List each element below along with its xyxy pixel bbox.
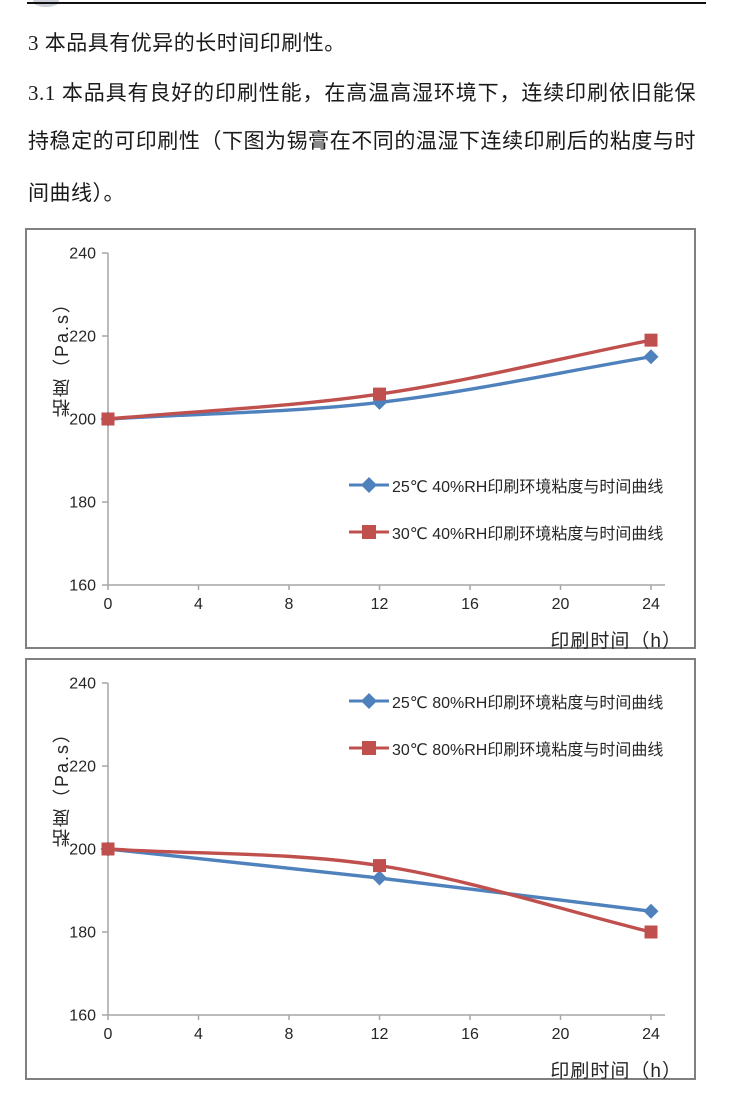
y-tick-label: 240: [69, 246, 96, 263]
x-tick-label: 20: [552, 596, 570, 613]
y-tick-label: 180: [69, 495, 96, 512]
x-tick-label: 20: [552, 1026, 570, 1043]
x-tick-label: 12: [371, 596, 389, 613]
chart-80rh-frame: 160 180 200 220 240 0 4 8 12 16 20 24 粘度（Pa.s） 印刷时间…: [25, 658, 696, 1082]
chart-80rh-y-axis-title: 粘度（Pa.s）: [52, 722, 72, 848]
x-tick-label: 8: [285, 1026, 294, 1043]
paragraph-section-3-1-line-3: 间曲线）。: [28, 181, 125, 205]
y-tick-label: 200: [69, 412, 96, 429]
square-marker-icon: [362, 741, 376, 755]
legend-item-30c-80rh: 30℃ 80%RH印刷环境粘度与时间曲线: [348, 737, 663, 759]
y-tick-label: 160: [69, 578, 96, 595]
x-tick-label: 12: [371, 1026, 389, 1043]
paragraph-section-3: 3 本品具有优异的长时间印刷性。: [28, 31, 346, 55]
legend-item-30c-40rh: 30℃ 40%RH印刷环境粘度与时间曲线: [348, 521, 663, 543]
chart-80rh-canvas: 160 180 200 220 240 0 4 8 12 16 20 24: [69, 676, 665, 1043]
chart-80rh-x-axis-title: 印刷时间（h）: [550, 1061, 682, 1082]
paragraph-section-3-1-line-2: 持稳定的可印刷性（下图为锡膏在不同的温湿下连续印刷后的粘度与时: [28, 129, 696, 153]
legend-label-30c-40rh: 30℃ 40%RH印刷环境粘度与时间曲线: [392, 526, 664, 543]
diamond-marker-icon: [361, 693, 377, 709]
chart-40rh-frame: 160 180 200 220 240 0 4 8 12 16 20 24 粘度（Pa.s） 印刷时间…: [25, 228, 696, 652]
square-marker-icon: [373, 387, 386, 401]
legend-key-25c-80rh: [349, 693, 389, 709]
x-tick-label: 24: [642, 596, 660, 613]
y-tick-label: 220: [69, 329, 96, 346]
chart-40rh-y-axis-title: 粘度（Pa.s）: [52, 292, 72, 418]
diamond-marker-icon: [643, 903, 659, 919]
chart-40rh-canvas: 160 180 200 220 240 0 4 8 12 16 20 24: [69, 246, 665, 613]
x-tick-label: 4: [194, 1026, 203, 1043]
x-tick-label: 4: [194, 596, 203, 613]
square-marker-icon: [644, 333, 658, 347]
y-tick-label: 220: [69, 759, 96, 776]
square-marker-icon: [373, 859, 386, 873]
x-tick-label: 0: [104, 1026, 113, 1043]
y-tick-label: 240: [69, 676, 96, 693]
diamond-marker-icon: [361, 477, 377, 493]
legend-item-25c-80rh: 25℃ 80%RH印刷环境粘度与时间曲线: [348, 690, 663, 712]
square-marker-icon: [644, 925, 658, 939]
y-tick-label: 180: [69, 925, 96, 942]
square-marker-icon: [101, 412, 115, 426]
legend-label-30c-80rh: 30℃ 80%RH印刷环境粘度与时间曲线: [392, 742, 664, 759]
x-tick-label: 24: [642, 1026, 660, 1043]
header-rule: [27, 2, 706, 4]
x-tick-label: 0: [104, 596, 113, 613]
y-tick-label: 160: [69, 1008, 96, 1025]
x-tick-label: 16: [461, 1026, 479, 1043]
legend-item-25c-40rh: 25℃ 40%RH印刷环境粘度与时间曲线: [348, 474, 663, 496]
legend-label-25c-40rh: 25℃ 40%RH印刷环境粘度与时间曲线: [392, 479, 664, 496]
chart-40rh-x-axis-title: 印刷时间（h）: [550, 631, 682, 652]
diamond-marker-icon: [643, 349, 659, 365]
legend-key-25c-40rh: [349, 477, 389, 493]
diamond-marker-icon: [372, 870, 387, 886]
x-tick-label: 8: [285, 596, 294, 613]
x-tick-label: 16: [461, 596, 479, 613]
legend-key-30c-80rh: [349, 741, 389, 755]
legend-key-30c-40rh: [349, 525, 389, 539]
paragraph-section-3-1-line-1: 3.1 本品具有良好的印刷性能，在高温高湿环境下，连续印刷依旧能保: [28, 81, 696, 105]
square-marker-icon: [362, 525, 376, 539]
legend-label-25c-80rh: 25℃ 80%RH印刷环境粘度与时间曲线: [392, 695, 664, 712]
square-marker-icon: [101, 842, 115, 856]
y-tick-label: 200: [69, 842, 96, 859]
